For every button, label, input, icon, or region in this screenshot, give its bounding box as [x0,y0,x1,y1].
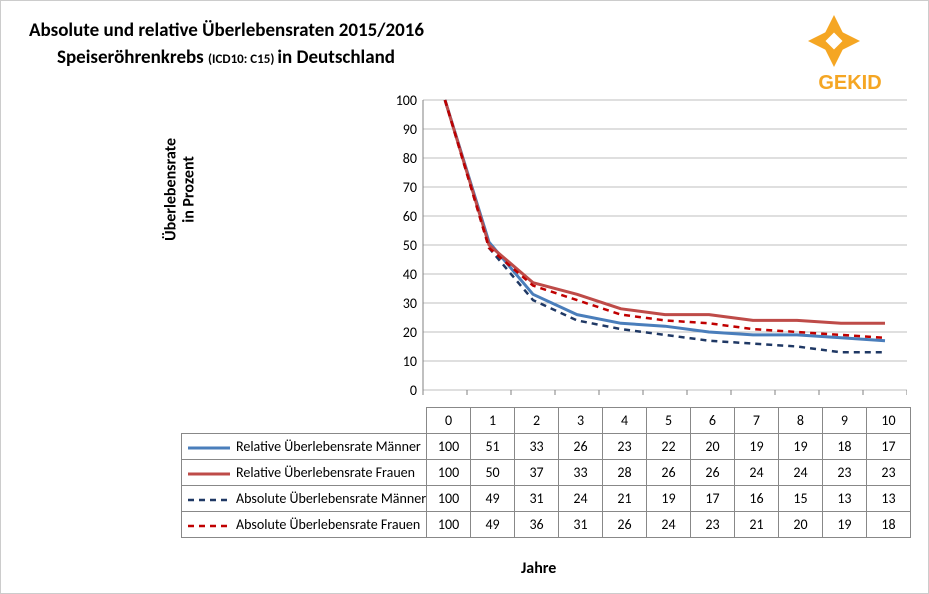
svg-text:90: 90 [403,121,417,138]
series-value: 20 [690,434,734,460]
series-value: 17 [690,486,734,512]
title-line2a: Speiseröhrenkrebs [57,46,208,69]
series-value: 19 [822,512,866,538]
series-value: 50 [471,460,515,486]
series-value: 19 [647,486,691,512]
table-row: Relative Überlebensrate Frauen1005037332… [182,460,911,486]
series-value: 31 [515,486,559,512]
data-table: 012345678910Relative Überlebensrate Männ… [181,407,911,538]
series-value: 51 [471,434,515,460]
series-value: 22 [647,434,691,460]
series-value: 31 [559,512,603,538]
series-value: 23 [603,434,647,460]
series-value: 19 [778,434,822,460]
svg-text:60: 60 [403,208,417,225]
svg-text:0: 0 [410,382,417,395]
series-value: 100 [427,512,471,538]
x-category: 10 [866,408,910,434]
series-value: 100 [427,486,471,512]
series-value: 17 [866,434,910,460]
svg-text:40: 40 [403,266,417,283]
series-value: 26 [603,512,647,538]
legend-swatch [188,493,230,507]
series-label: Relative Überlebensrate Frauen [182,460,427,486]
title-icd: (ICD10: C15) [208,52,277,67]
series-value: 36 [515,512,559,538]
gekid-logo: GEKID [790,11,910,101]
x-category: 3 [559,408,603,434]
x-category: 6 [690,408,734,434]
x-category: 2 [515,408,559,434]
series-value: 20 [778,512,822,538]
svg-text:80: 80 [403,150,417,167]
series-value: 15 [778,486,822,512]
series-value: 33 [559,460,603,486]
svg-text:30: 30 [403,295,417,312]
series-value: 19 [734,434,778,460]
series-value: 18 [866,512,910,538]
series-value: 16 [734,486,778,512]
series-value: 37 [515,460,559,486]
series-value: 24 [778,460,822,486]
series-value: 49 [471,486,515,512]
x-category: 9 [822,408,866,434]
series-value: 24 [559,486,603,512]
series-value: 26 [647,460,691,486]
svg-text:100: 100 [396,95,417,109]
series-value: 100 [427,460,471,486]
svg-text:10: 10 [403,353,417,370]
series-value: 23 [866,460,910,486]
x-category: 0 [427,408,471,434]
series-value: 33 [515,434,559,460]
series-value: 23 [690,512,734,538]
series-value: 13 [822,486,866,512]
chart-title: Absolute und relative Überlebensraten 20… [29,19,424,69]
series-label: Absolute Überlebensrate Frauen [182,512,427,538]
legend-swatch [188,467,230,481]
table-row: Absolute Überlebensrate Männer1004931242… [182,486,911,512]
series-value: 23 [822,460,866,486]
x-category: 7 [734,408,778,434]
series-label: Relative Überlebensrate Männer [182,434,427,460]
title-line2b: in Deutschland [277,46,395,69]
series-value: 24 [734,460,778,486]
logo-text: GEKID [818,72,881,94]
title-line2: Speiseröhrenkrebs (ICD10: C15) in Deutsc… [29,46,424,69]
svg-text:50: 50 [403,237,417,254]
x-category: 4 [603,408,647,434]
title-line1: Absolute und relative Überlebensraten 20… [29,19,424,42]
series-value: 26 [559,434,603,460]
series-value: 24 [647,512,691,538]
chart-area: 0102030405060708090100 012345678910Relat… [121,95,911,575]
series-value: 49 [471,512,515,538]
line-chart-svg: 0 10 20 30 40 50 60 70 80 90 100 [181,95,907,395]
table-row: Relative Überlebensrate Männer1005133262… [182,434,911,460]
series-label: Absolute Überlebensrate Männer [182,486,427,512]
svg-text:70: 70 [403,179,417,196]
x-category: 5 [647,408,691,434]
series-value: 21 [603,486,647,512]
series-value: 18 [822,434,866,460]
series-value: 21 [734,512,778,538]
table-row: Absolute Überlebensrate Frauen1004936312… [182,512,911,538]
x-category: 1 [471,408,515,434]
series-value: 100 [427,434,471,460]
series-value: 26 [690,460,734,486]
series-value: 13 [866,486,910,512]
legend-swatch [188,519,230,533]
series-value: 28 [603,460,647,486]
x-category: 8 [778,408,822,434]
svg-text:20: 20 [403,324,417,341]
legend-swatch [188,441,230,455]
table-header-row: 012345678910 [182,408,911,434]
